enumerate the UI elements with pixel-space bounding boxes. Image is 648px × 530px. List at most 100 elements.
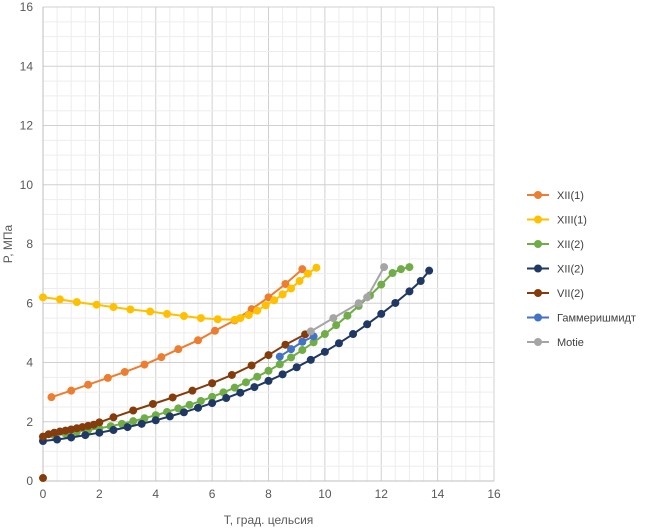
data-point <box>196 397 205 406</box>
data-point <box>287 345 296 354</box>
data-point <box>81 431 90 440</box>
legend-swatch-marker <box>534 240 542 248</box>
series-layer <box>39 263 434 483</box>
data-point <box>47 393 56 402</box>
data-point <box>349 330 358 339</box>
data-point <box>298 346 307 355</box>
data-point <box>109 413 118 422</box>
data-point <box>380 263 389 272</box>
data-point <box>298 337 307 346</box>
data-point <box>146 307 155 316</box>
x-tick-label: 6 <box>209 487 216 501</box>
data-point <box>72 298 81 307</box>
data-point <box>67 433 76 442</box>
legend-swatch-marker <box>534 313 542 322</box>
legend-item: XII(2) <box>527 239 584 251</box>
data-point <box>208 392 217 401</box>
x-tick-label: 2 <box>96 487 103 501</box>
data-point <box>388 269 397 278</box>
data-point <box>120 367 129 376</box>
y-tick-label: 8 <box>26 237 33 251</box>
series-line <box>42 266 317 321</box>
data-point <box>275 352 284 361</box>
data-point <box>109 303 118 312</box>
data-point <box>236 388 245 397</box>
data-point <box>103 373 112 382</box>
series-5 <box>275 332 318 361</box>
data-point <box>264 366 273 375</box>
data-point <box>208 379 217 388</box>
data-point <box>126 305 135 314</box>
legend-item: Motie <box>527 337 584 349</box>
data-point <box>425 266 434 275</box>
data-point <box>55 295 64 304</box>
data-point <box>278 290 287 299</box>
data-point <box>151 416 160 425</box>
data-point <box>363 293 372 302</box>
legend-item: XII(2) <box>527 264 584 276</box>
data-point <box>137 419 146 428</box>
data-point <box>92 300 101 309</box>
y-tick-label: 2 <box>26 415 33 429</box>
y-tick-label: 16 <box>20 0 34 14</box>
legend-label: Гаммеришмидт <box>557 313 636 325</box>
legend-swatch-marker <box>534 191 542 199</box>
series-1 <box>39 263 321 324</box>
data-point <box>295 277 304 286</box>
data-point <box>230 383 239 392</box>
legend-item: XII(1) <box>527 190 584 202</box>
data-point <box>354 299 363 308</box>
data-point <box>253 372 262 381</box>
data-point <box>363 320 372 329</box>
x-axis-title: T, град. цельсия <box>224 513 314 527</box>
data-point <box>123 423 132 432</box>
y-tick-label: 4 <box>26 356 33 370</box>
data-point <box>148 399 157 408</box>
data-point <box>210 326 219 335</box>
data-point <box>213 315 222 324</box>
data-point <box>320 330 329 339</box>
data-point <box>236 314 245 323</box>
y-tick-label: 14 <box>20 59 34 73</box>
data-point <box>244 311 253 320</box>
data-point <box>292 363 301 372</box>
y-tick-label: 12 <box>20 119 34 133</box>
data-point <box>39 293 47 302</box>
data-point <box>287 284 296 293</box>
data-point <box>253 306 262 315</box>
data-point <box>109 426 118 435</box>
data-point <box>320 347 329 356</box>
data-point <box>163 309 172 318</box>
y-tick-label: 0 <box>26 474 33 488</box>
legend-swatch-marker <box>534 264 542 273</box>
data-point <box>53 435 62 444</box>
data-point <box>275 360 284 369</box>
data-point <box>377 280 386 289</box>
data-point <box>334 339 343 348</box>
data-point <box>174 345 183 354</box>
data-point <box>264 376 273 385</box>
x-tick-label: 12 <box>375 487 389 501</box>
data-point <box>261 301 270 310</box>
legend-swatch-marker <box>534 289 542 297</box>
data-point <box>247 361 256 370</box>
data-point <box>298 265 307 274</box>
data-point <box>95 428 104 437</box>
data-point <box>208 399 217 408</box>
data-point <box>95 418 104 427</box>
data-point <box>281 340 290 349</box>
data-point <box>129 406 138 415</box>
data-point <box>312 263 321 272</box>
legend-label: VII(2) <box>557 288 584 300</box>
grid <box>42 6 495 482</box>
legend-label: XII(2) <box>557 264 584 276</box>
data-point <box>396 265 405 274</box>
data-point <box>179 311 188 320</box>
data-point <box>329 314 338 323</box>
data-point <box>227 370 236 379</box>
series-line <box>279 335 315 358</box>
series-6 <box>306 263 389 336</box>
series-4 <box>39 330 310 441</box>
data-point <box>196 314 205 323</box>
